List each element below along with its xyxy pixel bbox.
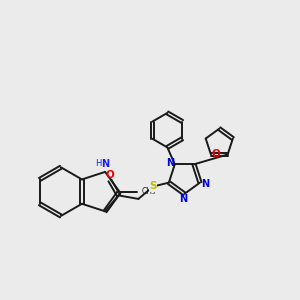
Text: N: N [201,179,209,189]
Text: N: N [179,194,187,204]
Text: CH₃: CH₃ [142,187,156,196]
Text: O: O [212,149,220,160]
Text: N: N [101,159,109,169]
Text: N: N [166,158,174,168]
Text: H: H [95,159,102,168]
Text: O: O [106,169,114,179]
Text: S: S [149,182,157,191]
